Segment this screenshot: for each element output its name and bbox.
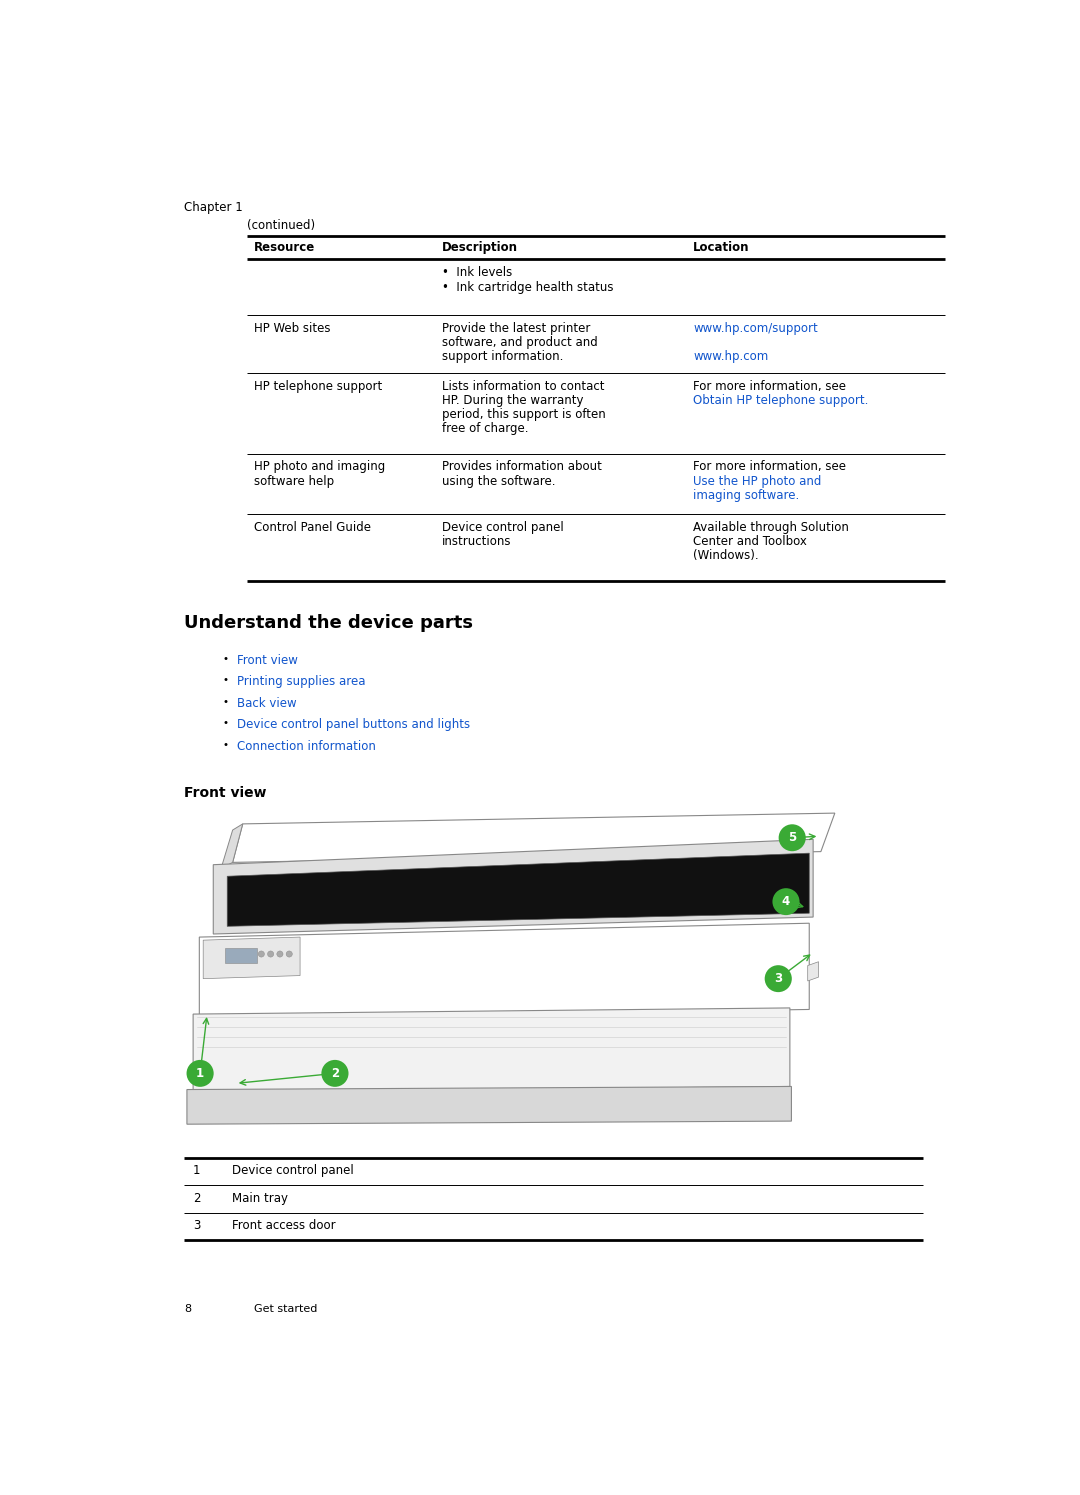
Polygon shape xyxy=(213,839,813,934)
Text: Device control panel: Device control panel xyxy=(232,1165,353,1177)
Text: 8: 8 xyxy=(184,1304,191,1314)
Circle shape xyxy=(286,951,293,957)
Text: imaging software.: imaging software. xyxy=(693,489,799,502)
Text: •  Ink cartridge health status: • Ink cartridge health status xyxy=(442,281,613,293)
Text: Use the HP photo and: Use the HP photo and xyxy=(693,475,822,487)
Circle shape xyxy=(772,888,799,915)
Bar xyxy=(225,948,257,963)
Text: Available through Solution: Available through Solution xyxy=(693,520,849,534)
Text: Get started: Get started xyxy=(254,1304,316,1314)
Text: Center and Toolbox: Center and Toolbox xyxy=(693,535,807,547)
Text: •: • xyxy=(222,740,229,750)
Text: instructions: instructions xyxy=(442,535,512,547)
Text: Lists information to contact: Lists information to contact xyxy=(442,380,605,393)
Text: www.hp.com/support: www.hp.com/support xyxy=(693,321,818,335)
Text: HP Web sites: HP Web sites xyxy=(254,321,330,335)
Circle shape xyxy=(258,951,265,957)
Text: 3: 3 xyxy=(774,972,782,985)
Polygon shape xyxy=(203,937,300,979)
Text: Obtain HP telephone support.: Obtain HP telephone support. xyxy=(693,393,868,407)
Text: 5: 5 xyxy=(788,831,796,845)
Text: software help: software help xyxy=(254,475,334,487)
Text: •: • xyxy=(222,653,229,664)
Polygon shape xyxy=(808,961,819,981)
Text: HP telephone support: HP telephone support xyxy=(254,380,382,393)
Text: Chapter 1: Chapter 1 xyxy=(184,200,243,214)
Polygon shape xyxy=(187,1087,792,1124)
Text: 3: 3 xyxy=(193,1218,201,1232)
Circle shape xyxy=(765,966,792,993)
Text: Main tray: Main tray xyxy=(232,1192,288,1205)
Text: •: • xyxy=(222,719,229,728)
Circle shape xyxy=(322,1060,349,1087)
Text: Front access door: Front access door xyxy=(232,1218,336,1232)
Text: Connection information: Connection information xyxy=(237,740,376,753)
Text: Resource: Resource xyxy=(254,241,315,254)
Text: Control Panel Guide: Control Panel Guide xyxy=(254,520,370,534)
Text: software, and product and: software, and product and xyxy=(442,336,597,350)
Polygon shape xyxy=(200,924,809,1018)
Polygon shape xyxy=(232,813,835,863)
Text: using the software.: using the software. xyxy=(442,475,555,487)
Circle shape xyxy=(268,951,273,957)
Text: (Windows).: (Windows). xyxy=(693,549,758,562)
Text: 1: 1 xyxy=(197,1067,204,1079)
Circle shape xyxy=(779,824,806,851)
Text: support information.: support information. xyxy=(442,350,564,363)
Text: free of charge.: free of charge. xyxy=(442,422,528,435)
Text: •: • xyxy=(222,676,229,685)
Polygon shape xyxy=(227,854,809,927)
Text: Description: Description xyxy=(442,241,518,254)
Circle shape xyxy=(187,1060,214,1087)
Polygon shape xyxy=(221,824,243,869)
Text: Front view: Front view xyxy=(237,653,297,667)
Text: Printing supplies area: Printing supplies area xyxy=(237,676,365,688)
Polygon shape xyxy=(193,1008,789,1093)
Circle shape xyxy=(276,951,283,957)
Text: www.hp.com: www.hp.com xyxy=(693,350,768,363)
Text: Device control panel: Device control panel xyxy=(442,520,564,534)
Text: 1: 1 xyxy=(193,1165,201,1177)
Text: 4: 4 xyxy=(782,896,791,907)
Text: Front view: Front view xyxy=(184,786,267,800)
Text: Understand the device parts: Understand the device parts xyxy=(184,613,473,632)
Text: •  Ink levels: • Ink levels xyxy=(442,266,512,280)
Text: For more information, see: For more information, see xyxy=(693,460,846,474)
Text: For more information, see: For more information, see xyxy=(693,380,846,393)
Text: HP. During the warranty: HP. During the warranty xyxy=(442,393,583,407)
Text: 2: 2 xyxy=(193,1192,201,1205)
Text: (continued): (continued) xyxy=(247,220,315,232)
Text: Provide the latest printer: Provide the latest printer xyxy=(442,321,591,335)
Text: Provides information about: Provides information about xyxy=(442,460,602,474)
Text: Device control panel buttons and lights: Device control panel buttons and lights xyxy=(237,719,470,731)
Text: 2: 2 xyxy=(330,1067,339,1079)
Text: period, this support is often: period, this support is often xyxy=(442,408,606,422)
Text: Location: Location xyxy=(693,241,750,254)
Text: HP photo and imaging: HP photo and imaging xyxy=(254,460,384,474)
Text: Back view: Back view xyxy=(237,697,296,710)
Text: •: • xyxy=(222,697,229,707)
